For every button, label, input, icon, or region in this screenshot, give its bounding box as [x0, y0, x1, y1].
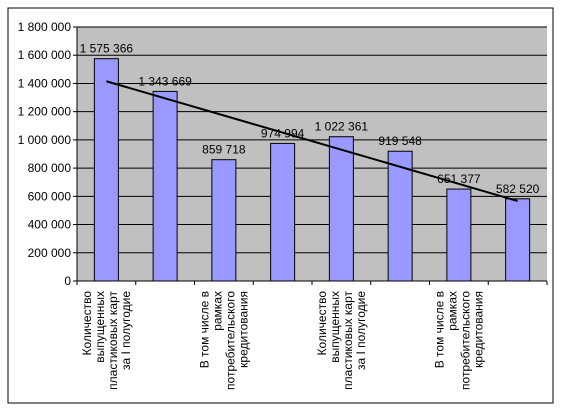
plot-background [77, 27, 547, 281]
y-tick-label: 400 000 [28, 218, 72, 232]
x-category-label-line: выпущенных [93, 291, 107, 363]
x-category-label-line: потребительского [223, 291, 237, 390]
x-category-label: В том числе в рамках потребительского креди… [432, 291, 485, 390]
y-tick-label: 1 000 000 [18, 133, 72, 147]
data-label: 651 377 [437, 172, 481, 186]
x-category-label-line: кредитования [236, 291, 250, 368]
x-category-label-line: В том числе в [432, 291, 446, 368]
data-label: 582 520 [496, 182, 540, 196]
y-tick-label: 0 [64, 274, 71, 288]
x-category-label-line: рамках [210, 291, 224, 331]
x-category-label: Количество выпущенных пластиковых карт за I… [315, 290, 368, 389]
y-tick-label: 1 600 000 [18, 48, 72, 62]
x-category-label-line: выпущенных [328, 291, 342, 363]
x-category-label-line: за I полугодие [119, 291, 133, 370]
x-category-label: В том числе в рамках потребительского креди… [197, 291, 250, 390]
x-category-label-line: за I полугодие [354, 291, 368, 370]
x-category-label-line: Количество [80, 291, 94, 356]
data-label: 859 718 [202, 143, 246, 157]
bar [270, 142, 296, 282]
data-label: 1 343 669 [138, 74, 192, 88]
bar [387, 150, 413, 282]
y-tick-label: 600 000 [28, 189, 72, 203]
x-category-label-line: потребительского [458, 291, 472, 390]
data-label: 919 548 [378, 134, 422, 148]
bar [328, 136, 354, 282]
bar [93, 58, 119, 282]
x-category-label-line: Количество [315, 291, 329, 356]
y-tick-label: 1 200 000 [18, 105, 72, 119]
data-label: 1 022 361 [315, 120, 369, 134]
x-category-label-line: пластиковых карт [341, 290, 355, 389]
x-category-label-line: пластиковых карт [106, 290, 120, 389]
bar [505, 198, 531, 282]
x-category-label: Количество выпущенных пластиковых карт за I… [80, 290, 133, 389]
y-tick-label: 1 400 000 [18, 76, 72, 90]
bar [152, 90, 178, 282]
x-category-label-line: В том числе в [197, 291, 211, 368]
y-tick-label: 800 000 [28, 161, 72, 175]
bar [211, 159, 237, 282]
bar [446, 188, 472, 282]
data-label: 1 575 366 [80, 42, 134, 56]
y-tick-label: 200 000 [28, 246, 72, 260]
x-category-label-line: кредитования [471, 291, 485, 368]
y-tick-label: 1 800 000 [18, 20, 72, 34]
trendline [106, 80, 518, 202]
x-category-label-line: рамках [445, 291, 459, 331]
